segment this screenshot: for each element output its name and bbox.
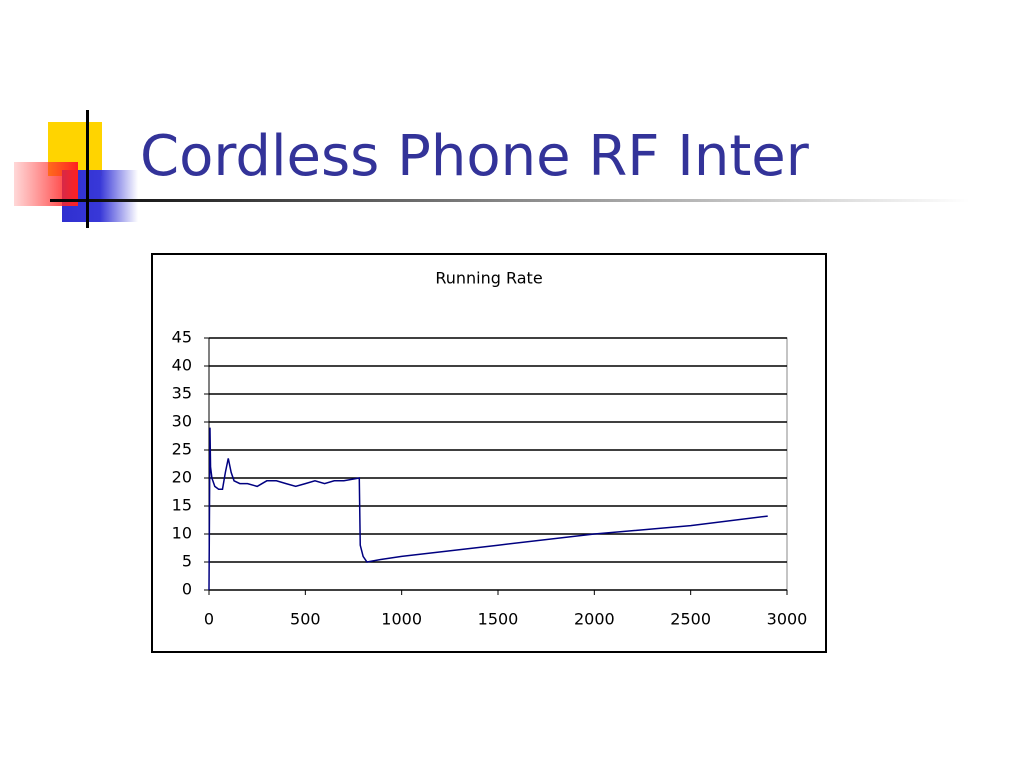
y-tick-label: 10 — [172, 524, 192, 543]
y-tick-label: 20 — [172, 468, 192, 487]
deco-square — [14, 162, 78, 206]
y-tick-label: 0 — [182, 580, 192, 599]
x-tick-label: 3000 — [767, 610, 808, 629]
plot: 0 5 10 15 20 25 30 35 40 45 0 500 1000 1500 2000 2500 30… — [172, 328, 808, 629]
title-rule — [50, 199, 970, 202]
x-tick-label: 1500 — [478, 610, 519, 629]
chart-title: Running Rate — [435, 269, 542, 288]
y-tick-label: 35 — [172, 384, 192, 403]
data-line — [208, 427, 768, 591]
x-tick-label: 500 — [290, 610, 321, 629]
y-tick-label: 45 — [172, 328, 192, 347]
y-tick-label: 25 — [172, 440, 192, 459]
y-tick-label: 5 — [182, 552, 192, 571]
x-tick-label: 0 — [204, 610, 214, 629]
slide-title: Cordless Phone RF Inter — [140, 124, 810, 189]
x-tick-label: 2500 — [670, 610, 711, 629]
chart-frame — [151, 253, 827, 653]
y-tick-label: 30 — [172, 412, 192, 431]
deco-line — [86, 110, 89, 228]
y-tick-label: 40 — [172, 356, 192, 375]
y-tick-label: 15 — [172, 496, 192, 515]
x-tick-label: 1000 — [381, 610, 422, 629]
x-tick-label: 2000 — [574, 610, 615, 629]
